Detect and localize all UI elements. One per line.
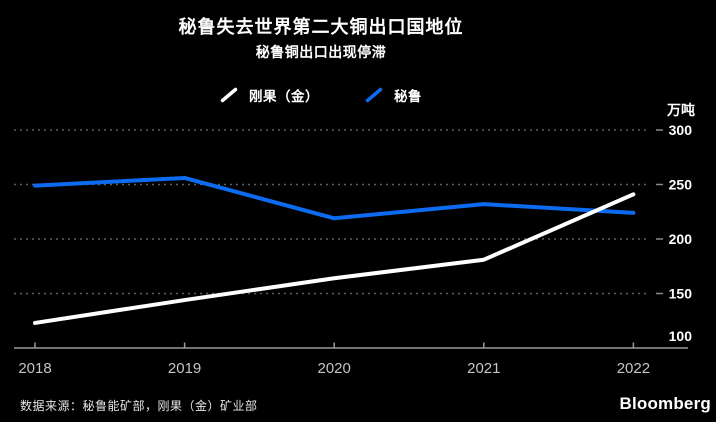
bloomberg-logo: Bloomberg [619,394,711,413]
legend-item-peru: 秘鲁 [365,85,422,105]
chart-subtitle: 秘鲁铜出口出现停滞 [255,44,387,60]
x-tick-label-2019: 2019 [168,360,201,377]
legend-label-congo: 刚果（金） [249,89,319,104]
legend-label-peru: 秘鲁 [394,89,422,104]
x-tick-label-2021: 2021 [467,360,500,377]
peru-swatch-stroke [365,87,383,103]
peru-line-swatch-icon [365,87,383,103]
y-tick-label-250: 250 [669,177,693,193]
source-text: 数据来源：秘鲁能矿部，刚果（金）矿业部 [20,399,258,413]
y-axis-unit-label: 万吨 [666,102,695,118]
congo-swatch-stroke [220,87,238,103]
series-line-1-peru [33,175,636,221]
x-tick-label-2018: 2018 [18,360,51,377]
chart-title: 秘鲁失去世界第二大铜出口国地位 [178,17,464,37]
x-tick-label-2022: 2022 [617,360,650,377]
congo-line-swatch-icon [220,87,238,103]
y-tick-label-200: 200 [669,231,693,247]
y-tick-label-100: 100 [669,328,693,344]
y-tick-label-300: 300 [669,122,693,138]
chart-header: 秘鲁失去世界第二大铜出口国地位 秘鲁铜出口出现停滞 [0,16,642,61]
legend-item-congo: 刚果（金） [220,85,319,105]
y-tick-label-150: 150 [669,286,693,302]
x-tick-label-2020: 2020 [318,360,351,377]
chart-legend: 刚果（金） 秘鲁 [0,85,642,105]
series-line-0-congo [33,192,636,325]
